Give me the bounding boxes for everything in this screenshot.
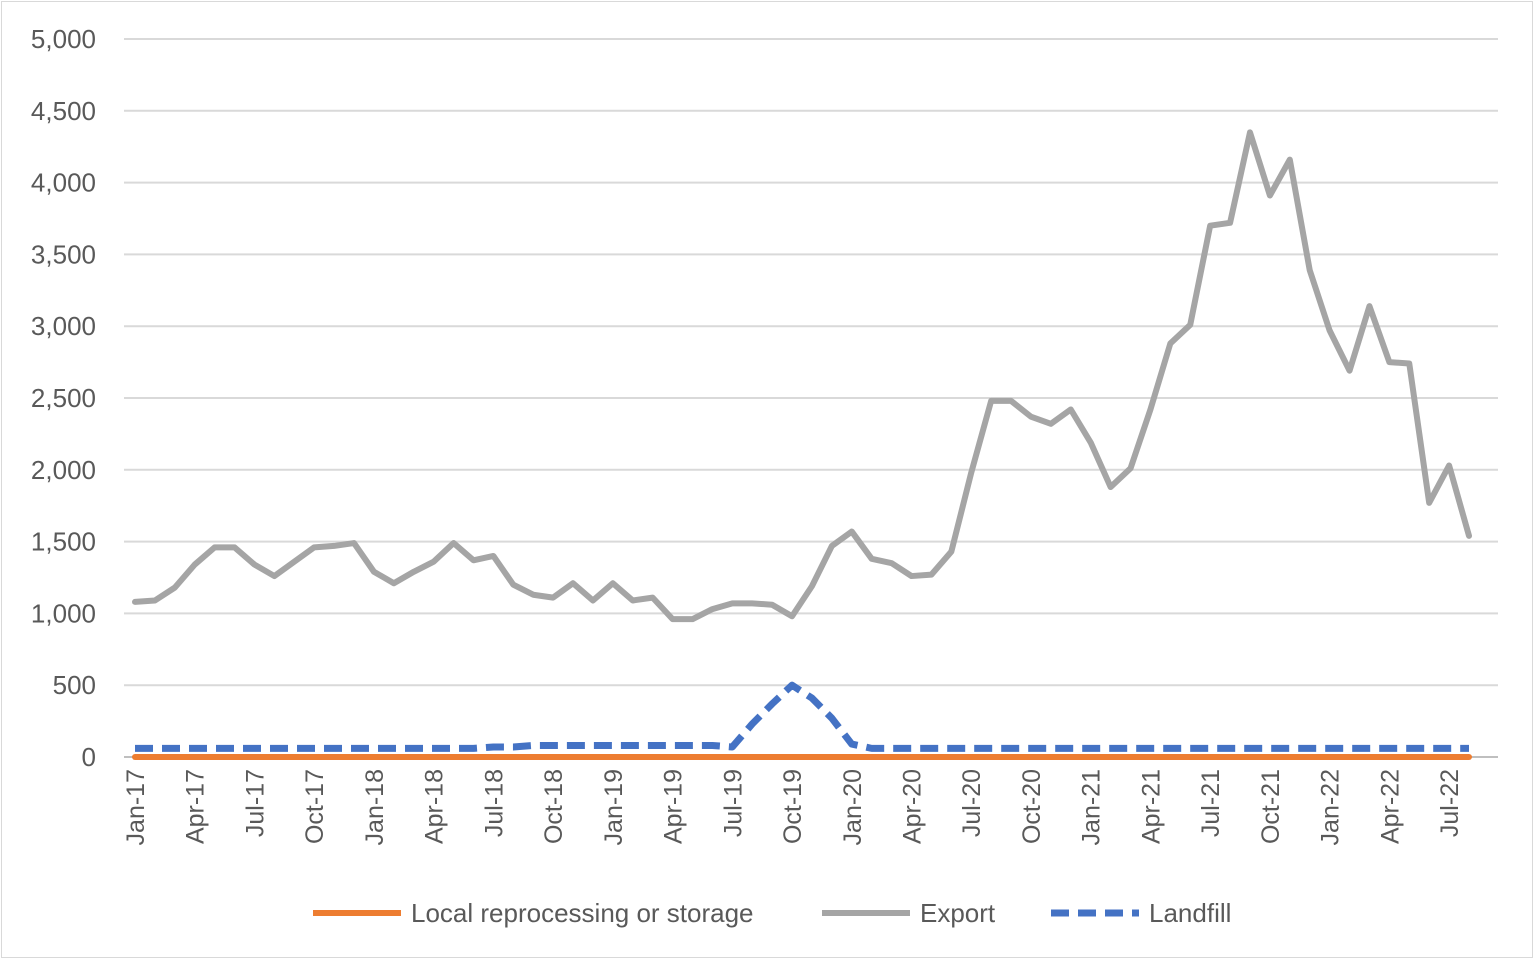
x-tick-label: Oct-20 bbox=[1018, 769, 1046, 844]
y-tick-label: 3,000 bbox=[31, 311, 96, 341]
x-tick-label: Oct-19 bbox=[779, 769, 807, 844]
x-tick-label: Jan-20 bbox=[839, 769, 867, 845]
y-tick-label: 1,000 bbox=[31, 598, 96, 628]
y-tick-label: 500 bbox=[53, 670, 96, 700]
plot-area bbox=[132, 129, 1472, 760]
x-tick-label: Jul-20 bbox=[958, 769, 986, 837]
y-tick-label: 0 bbox=[82, 742, 96, 772]
series-line-landfill bbox=[135, 681, 1469, 752]
x-tick-label: Jan-19 bbox=[600, 769, 628, 845]
x-tick-label: Jan-21 bbox=[1078, 769, 1106, 845]
series-line-export bbox=[132, 129, 1472, 623]
x-tick-label: Jul-21 bbox=[1197, 769, 1225, 837]
x-tick-label: Apr-19 bbox=[660, 769, 688, 844]
legend-label: Local reprocessing or storage bbox=[411, 898, 754, 928]
x-tick-label: Jul-22 bbox=[1436, 769, 1464, 837]
legend: Local reprocessing or storage Export Landf… bbox=[313, 898, 1231, 928]
x-tick-label: Oct-21 bbox=[1257, 769, 1285, 844]
x-tick-label: Oct-17 bbox=[301, 769, 329, 844]
x-tick-label: Apr-21 bbox=[1137, 769, 1165, 844]
y-tick-label: 4,000 bbox=[31, 168, 96, 198]
gridlines bbox=[124, 38, 1498, 758]
x-tick-label: Jan-22 bbox=[1317, 769, 1345, 845]
y-tick-label: 2,000 bbox=[31, 455, 96, 485]
x-tick-label: Apr-22 bbox=[1376, 769, 1404, 844]
legend-label: Export bbox=[920, 898, 996, 928]
x-tick-label: Jan-18 bbox=[361, 769, 389, 845]
x-axis: Jan-17 Apr-17 Jul-17 Oct-17 Jan-18 Apr-18 Jul-… bbox=[122, 756, 1498, 845]
x-tick-label: Oct-18 bbox=[540, 769, 568, 844]
y-tick-label: 4,500 bbox=[31, 96, 96, 126]
x-tick-label: Apr-20 bbox=[899, 769, 927, 844]
x-tick-label: Jul-17 bbox=[241, 769, 269, 837]
y-axis-tick-labels: 0 500 1,000 1,500 2,000 2,500 3,000 3,500 4,000 4… bbox=[31, 24, 96, 772]
y-tick-label: 3,500 bbox=[31, 239, 96, 269]
y-tick-label: 2,500 bbox=[31, 383, 96, 413]
x-tick-label: Apr-18 bbox=[421, 769, 449, 844]
x-tick-label: Jan-17 bbox=[122, 769, 150, 845]
y-tick-label: 1,500 bbox=[31, 527, 96, 557]
y-tick-label: 5,000 bbox=[31, 24, 96, 54]
x-tick-label: Jul-19 bbox=[719, 769, 747, 837]
x-tick-label: Jul-18 bbox=[480, 769, 508, 837]
legend-label: Landfill bbox=[1149, 898, 1231, 928]
x-tick-label: Apr-17 bbox=[182, 769, 210, 844]
